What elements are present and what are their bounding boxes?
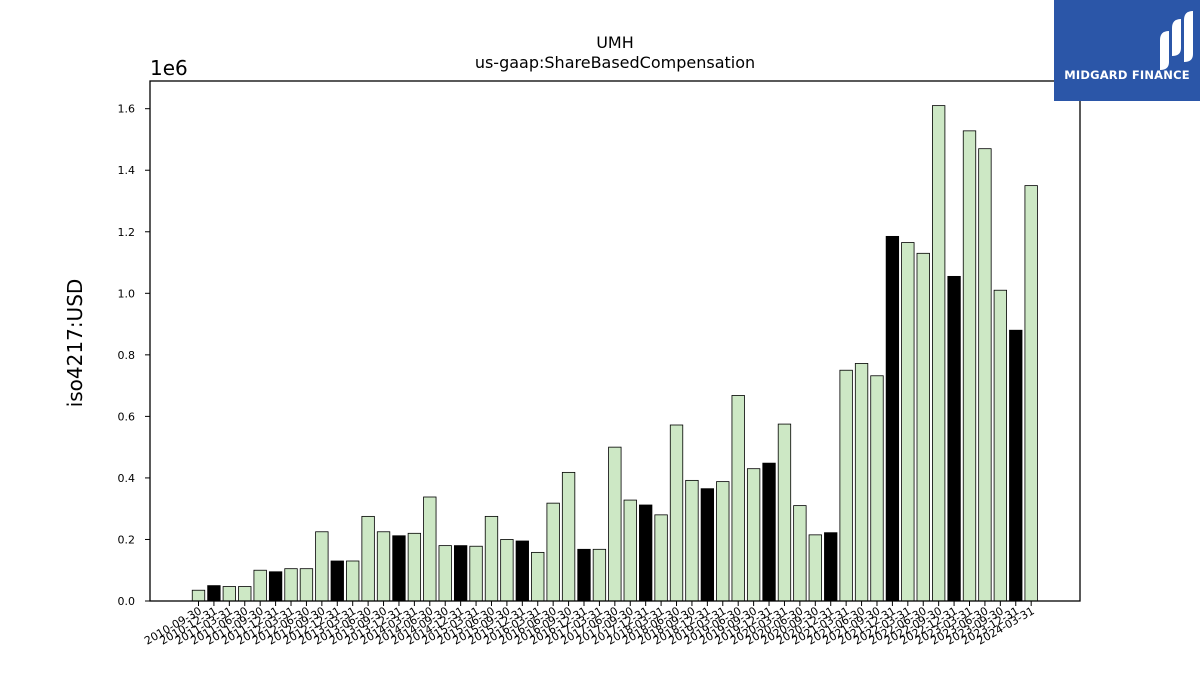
bar-2014-06-30 [423,496,437,602]
y-tick-label: 1.0 [118,287,136,300]
midgard-logo-icon [1160,11,1193,70]
bar-2011-09-30 [253,569,267,602]
bar-2012-09-30 [315,531,329,602]
bar-2016-06-30 [546,502,560,602]
bar-2019-12-31 [762,462,776,602]
bar-2023-06-30 [978,148,992,602]
bar-2015-12-31 [515,540,529,602]
bar-2021-06-30 [854,363,869,602]
bar-2019-09-30 [746,468,761,602]
y-tick-label: 0.8 [118,349,136,362]
brand-logo-text: MIDGARD FINANCE [1064,68,1190,82]
bar-2022-06-30 [916,252,930,602]
bar-2012-03-31 [284,568,298,602]
chart-subtitle: us-gaap:ShareBasedCompensation [475,53,755,72]
bar-2017-06-30 [608,446,622,602]
bar-2014-09-30 [438,545,452,602]
y-tick-label: 0.4 [118,472,136,485]
bar-2017-12-31 [639,504,653,602]
chart-title: UMH [596,33,634,52]
bar-2011-12-31 [268,571,283,602]
bar-2013-03-31 [346,560,360,602]
bar-2021-09-30 [870,375,884,602]
bar-2016-12-31 [577,548,591,602]
bar-2023-09-30 [993,289,1007,602]
bar-2022-09-30 [932,105,946,602]
bar-2012-06-30 [299,568,314,602]
bar-2023-03-31 [962,130,977,602]
bar-2010-09-30 [191,589,206,602]
bar-2017-03-31 [592,548,607,602]
bar-2012-12-31 [330,560,344,602]
bar-2022-12-31 [947,275,961,602]
bar-2015-09-30 [500,539,514,602]
bar-2013-12-31 [392,535,406,602]
brand-logo: MIDGARD FINANCE [1054,0,1200,101]
y-tick-label: 1.4 [118,164,136,177]
y-tick-label: 1.6 [118,103,136,116]
bar-2023-12-31 [1009,329,1023,602]
bar-2015-06-30 [484,515,499,602]
bar-2011-03-31 [222,586,236,602]
bar-2019-06-30 [731,395,745,602]
y-tick-label: 0.6 [118,410,136,423]
bar-2018-06-30 [669,424,684,602]
y-tick-label: 0.2 [118,533,136,546]
bar-2017-09-30 [623,499,637,602]
bar-2020-12-31 [824,532,838,602]
bar-2010-12-31 [207,585,221,602]
bar-2018-09-30 [685,479,699,602]
y-axis-label: iso4217:USD [63,279,87,408]
y-offset-label: 1e6 [150,56,188,80]
plot-frame [149,80,1081,602]
bar-2011-06-30 [238,586,252,602]
bar-2019-03-31 [716,481,730,602]
bar-2020-03-31 [777,423,792,602]
bar-2014-03-31 [407,532,422,602]
bar-2022-03-31 [901,242,915,602]
bar-2016-03-31 [531,551,545,602]
bar-2020-09-30 [808,534,822,602]
bar-2021-12-31 [885,235,900,602]
bar-2016-09-30 [561,471,576,602]
bar-2015-03-31 [469,545,483,602]
bar-2020-06-30 [793,505,807,602]
bar-2018-12-31 [700,488,715,602]
y-tick-label: 0.0 [118,595,136,608]
bar-2018-03-31 [654,514,668,602]
y-tick-label: 1.2 [118,226,136,239]
bar-2021-03-31 [839,369,853,602]
bar-2024-03-31 [1024,185,1038,602]
bar-2013-09-30 [376,531,391,602]
bar-2014-12-31 [453,545,468,602]
bar-2013-06-30 [361,515,375,602]
